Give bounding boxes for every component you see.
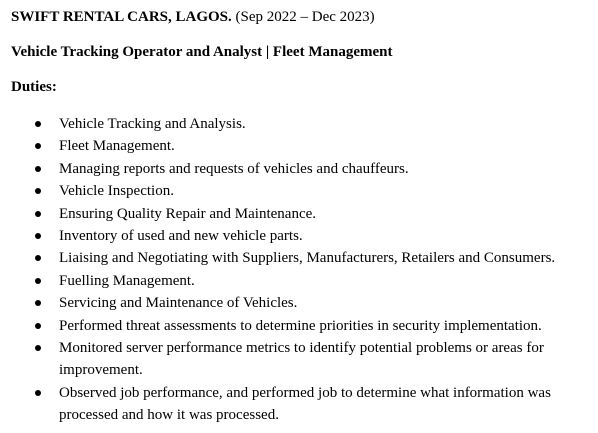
bullet-icon (35, 165, 41, 172)
duty-item: Observed job performance, and performed … (0, 382, 598, 427)
duty-text: Observed job performance, and performed … (59, 384, 551, 424)
duty-item: Fuelling Management. (0, 270, 598, 292)
employment-dates: (Sep 2022 – Dec 2023) (235, 9, 375, 25)
duty-item: Vehicle Inspection. (0, 180, 598, 202)
duty-text: Fuelling Management. (59, 272, 195, 289)
bullet-icon (35, 322, 41, 329)
job-title: Vehicle Tracking Operator and Analyst | … (11, 44, 393, 60)
duty-item: Fleet Management. (0, 135, 598, 157)
bullet-icon (35, 233, 41, 240)
bullet-icon (35, 143, 41, 150)
company-name: SWIFT RENTAL CARS, LAGOS. (11, 9, 232, 25)
bullet-icon (35, 277, 41, 284)
duties-heading: Duties: (11, 79, 57, 95)
bullet-icon (35, 389, 41, 396)
duty-text: Servicing and Maintenance of Vehicles. (59, 295, 298, 312)
duty-text: Liaising and Negotiating with Suppliers,… (59, 250, 556, 267)
duty-item: Performed threat assessments to determin… (0, 315, 598, 337)
bullet-icon (35, 121, 41, 127)
duty-text: Ensuring Quality Repair and Maintenance. (59, 205, 317, 222)
company-line: SWIFT RENTAL CARS, LAGOS. (Sep 2022 – De… (11, 7, 375, 27)
duty-item: Inventory of used and new vehicle parts. (0, 225, 598, 247)
duty-text: Vehicle Tracking and Analysis. (59, 116, 246, 132)
bullet-icon (35, 345, 41, 352)
duty-text: Vehicle Inspection. (59, 183, 174, 200)
bullet-icon (35, 210, 41, 217)
duty-item: Managing reports and requests of vehicle… (0, 158, 598, 180)
duty-text: Monitored server performance metrics to … (59, 340, 544, 379)
bullet-icon (35, 188, 41, 195)
bullet-icon (35, 300, 41, 307)
duty-text: Performed threat assessments to determin… (59, 317, 542, 334)
duty-item: Servicing and Maintenance of Vehicles. (0, 292, 598, 314)
duty-text: Inventory of used and new vehicle parts. (59, 228, 303, 245)
duty-item: Ensuring Quality Repair and Maintenance. (0, 203, 598, 225)
duty-text: Managing reports and requests of vehicle… (59, 160, 409, 177)
bullet-icon (35, 255, 41, 262)
duty-item: Liaising and Negotiating with Suppliers,… (0, 247, 598, 269)
duty-item: Vehicle Tracking and Analysis. (0, 113, 598, 135)
duty-text: Fleet Management. (59, 138, 175, 155)
duties-list: Vehicle Tracking and Analysis. Fleet Man… (0, 113, 598, 427)
duty-item: Monitored server performance metrics to … (0, 337, 598, 382)
